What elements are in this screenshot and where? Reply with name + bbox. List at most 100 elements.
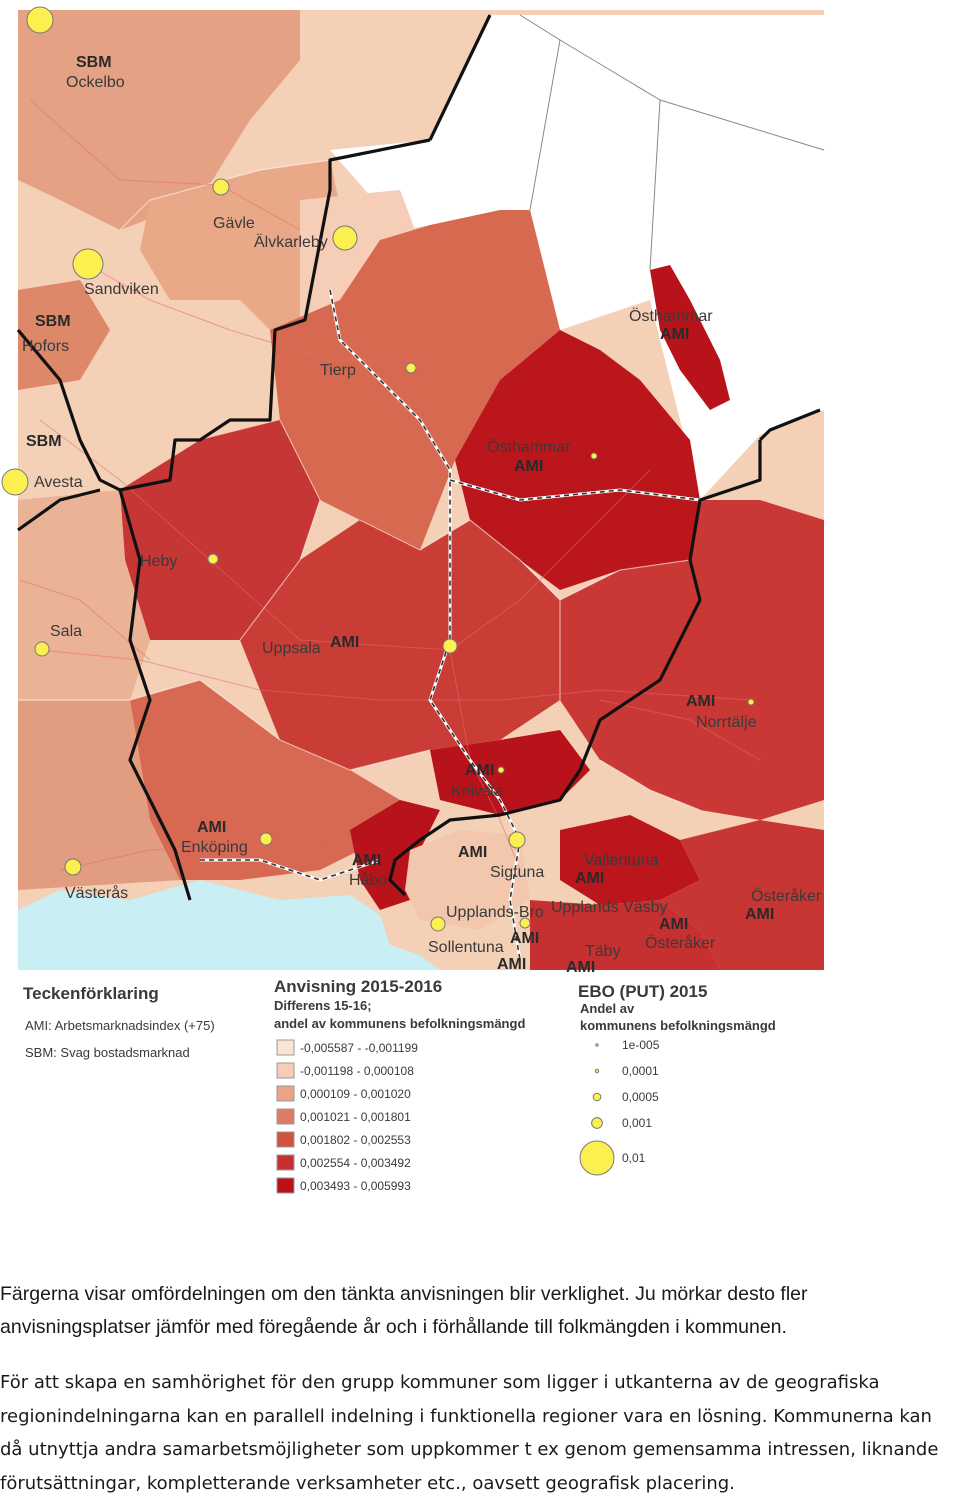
- map-label: Sala: [50, 623, 82, 640]
- region-alvkarleby: [300, 190, 415, 320]
- ebo-circle-sigtuna: [508, 831, 526, 849]
- caption-paragraph: För att skapa en samhörighet för den gru…: [0, 1372, 939, 1494]
- legend-note: AMI: Arbetsmarknadsindex (+75): [25, 1018, 215, 1033]
- legend-note: SBM: Svag bostadsmarknad: [25, 1045, 190, 1060]
- ebo-circle-tierp: [405, 362, 417, 374]
- map-label: AMI: [659, 916, 688, 933]
- lake-malaren: [18, 880, 440, 970]
- map-label: Hofors: [22, 338, 69, 355]
- region-uppsala: [240, 520, 560, 770]
- choropleth-legend-subtitle: Differens 15-16;: [274, 998, 372, 1013]
- symbol-legend-title: EBO (PUT) 2015: [578, 982, 707, 1001]
- map-label: Knivsta: [451, 783, 504, 800]
- map-label: SBM: [26, 433, 62, 450]
- choropleth-classes: -0,005587 - -0,001199 -0,001198 - 0,00010…: [276, 1039, 418, 1194]
- region-osthammar-archipelago: [650, 265, 730, 410]
- map-label: AMI: [566, 959, 595, 976]
- map-label: Uppsala: [262, 640, 321, 657]
- ebo-circle-upplands-bro: [519, 917, 531, 929]
- caption-paragraph: Färgerna visar omfördelningen om den tän…: [0, 1283, 808, 1338]
- map-label: AMI: [514, 458, 543, 475]
- region-upplands-bro: [405, 830, 530, 930]
- symbol-legend-subtitle: kommunens befolkningsmängd: [580, 1018, 776, 1033]
- map-figure: SBM Ockelbo Gävle Älvkarleby Sandviken S…: [1, 6, 825, 1194]
- symbol-items: 1e-005 0,0001 0,0005 0,001 0,01: [579, 1038, 660, 1176]
- ebo-circle-osthammar: [590, 452, 598, 460]
- region-ockelbo: [18, 10, 300, 230]
- ebo-circle-sandviken: [72, 248, 104, 280]
- legend-symbol-label: 0,001: [622, 1116, 652, 1130]
- map-label: Österåker: [645, 934, 716, 952]
- map-label: AMI: [352, 852, 381, 869]
- region-sala: [18, 490, 150, 700]
- map-label: Tierp: [320, 362, 356, 379]
- region-enkoping: [130, 680, 400, 880]
- ebo-circle-norrtalje: [747, 698, 755, 706]
- map-label: Vallentuna: [584, 852, 659, 869]
- map-label: Sandviken: [84, 281, 159, 298]
- legend-symbol-label: 0,0005: [622, 1090, 659, 1104]
- map-label: Håbo: [349, 871, 387, 889]
- map-label: Heby: [140, 553, 177, 570]
- map-label: AMI: [575, 870, 604, 887]
- ebo-circle-enkoping: [259, 832, 273, 846]
- legend-symbol-circle: [592, 1092, 602, 1102]
- map-label: Norrtälje: [696, 714, 757, 731]
- region-habo: [350, 800, 440, 910]
- map-label: AMI: [745, 906, 774, 923]
- map-label: AMI: [686, 693, 715, 710]
- legend-class-label: -0,005587 - -0,001199: [300, 1041, 418, 1055]
- legend-symbol-label: 0,01: [622, 1151, 646, 1165]
- region-taby: [530, 900, 720, 970]
- municipal-borders: [18, 159, 701, 811]
- legend-symbol-label: 1e-005: [622, 1038, 660, 1052]
- ebo-circle-uppsala: [442, 638, 458, 654]
- map-label: Älvkarleby: [254, 233, 328, 251]
- ebo-circle-alvkarleby: [332, 225, 358, 251]
- ebo-circle-sollentuna: [430, 916, 446, 932]
- ebo-circle-gavle: [212, 178, 230, 196]
- ebo-circle-vasteras: [64, 858, 82, 876]
- legend-class-label: 0,000109 - 0,001020: [300, 1087, 411, 1101]
- map-label: AMI: [197, 819, 226, 836]
- legend-title: Teckenförklaring: [23, 984, 159, 1003]
- legend: Teckenförklaring AMI: Arbetsmarknadsinde…: [23, 977, 776, 1194]
- region-norrtalje: [560, 500, 824, 820]
- map-label: AMI: [465, 762, 494, 779]
- legend-class-label: 0,003493 - 0,005993: [300, 1179, 411, 1193]
- map-label: AMI: [660, 326, 689, 343]
- map-label: Gävle: [213, 215, 255, 232]
- region-knivsta: [430, 730, 590, 815]
- map-label: Täby: [585, 943, 621, 960]
- region-osthammar: [455, 330, 700, 590]
- legend-swatch: [276, 1154, 295, 1171]
- region-tierp: [270, 210, 560, 550]
- choropleth-legend-subtitle: andel av kommunens befolkningsmängd: [274, 1016, 525, 1031]
- map-label: Västerås: [65, 884, 128, 902]
- legend-class-label: 0,001802 - 0,002553: [300, 1133, 411, 1147]
- map-label: Upplands Väsby: [551, 899, 668, 916]
- sea-boundaries: [519, 14, 825, 271]
- map-labels: SBM Ockelbo Gävle Älvkarleby Sandviken S…: [22, 54, 822, 976]
- map-label: Östhammar: [487, 438, 571, 456]
- map-label: AMI: [458, 844, 487, 861]
- map-label: Upplands-Bro: [446, 904, 544, 921]
- region-gavle: [140, 160, 345, 330]
- legend-class-label: 0,002554 - 0,003492: [300, 1156, 411, 1170]
- legend-symbol-circle: [594, 1068, 600, 1074]
- map-label: AMI: [510, 930, 539, 947]
- map-label: AMI: [330, 634, 359, 651]
- ebo-symbols: [1, 6, 755, 932]
- map-label: SBM: [35, 313, 71, 330]
- county-borders: [16, 14, 821, 901]
- map-label: Östhammar: [629, 307, 713, 325]
- legend-symbol-circle: [595, 1043, 599, 1047]
- legend-symbol-circle: [579, 1140, 615, 1176]
- legend-swatch: [276, 1062, 295, 1079]
- region-osteraker: [660, 820, 824, 970]
- map-label: Ockelbo: [66, 74, 125, 91]
- ebo-circle-avesta: [1, 468, 29, 496]
- ebo-circle-sala: [34, 641, 50, 657]
- map-label: AMI: [497, 956, 526, 973]
- legend-symbol-label: 0,0001: [622, 1064, 659, 1078]
